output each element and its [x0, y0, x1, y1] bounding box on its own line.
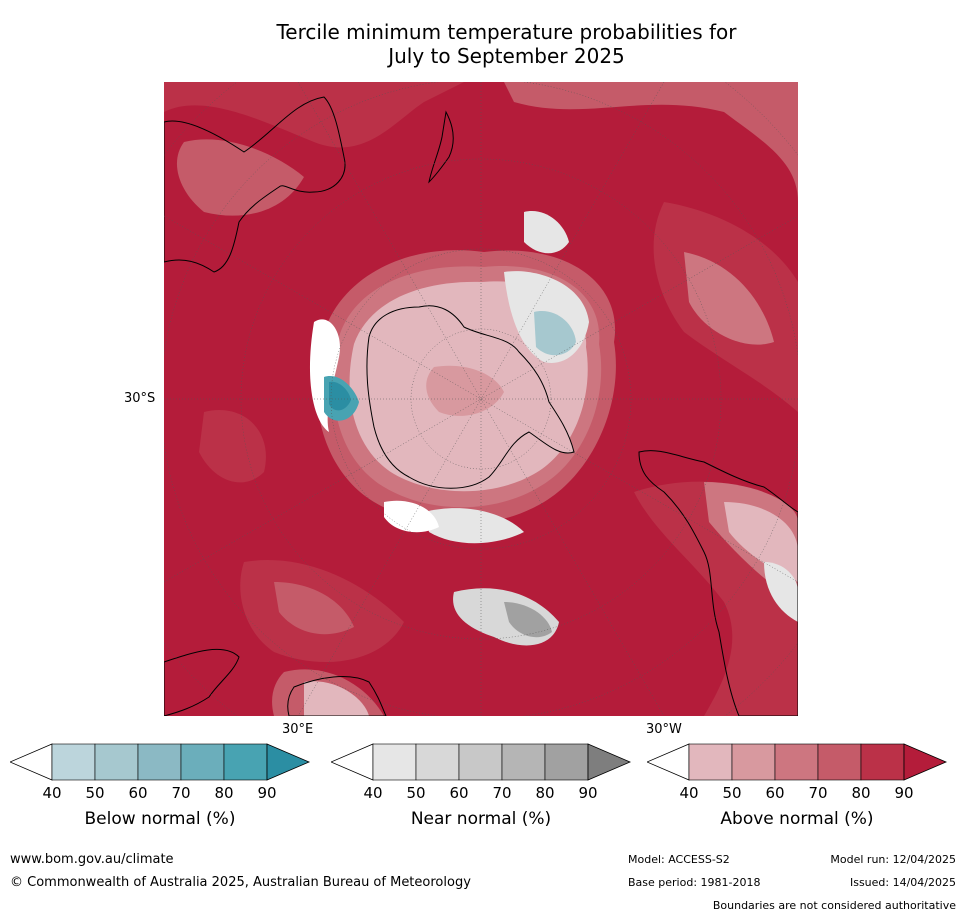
colorbar-segment — [415, 743, 460, 781]
colorbar-tick-label: 40 — [679, 784, 699, 802]
probability-map — [164, 82, 798, 716]
legend-title: Below normal (%) — [84, 809, 236, 829]
colorbar-tick-label: 40 — [363, 784, 383, 802]
colorbar-segment — [180, 743, 225, 781]
colorbar-extend-high — [587, 743, 632, 781]
colorbar-tick-label: 60 — [449, 784, 469, 802]
copyright-text: © Commonwealth of Australia 2025, Austra… — [10, 875, 471, 890]
legend-near-normal: 40 50 60 70 80 90 Near normal (%) — [331, 742, 651, 842]
colorbar-segment — [501, 743, 546, 781]
colorbar-tick-label: 80 — [535, 784, 555, 802]
latitude-label: 30°S — [124, 391, 156, 406]
boundary-disclaimer: Boundaries are not considered authoritat… — [712, 899, 956, 912]
colorbar-tick-label: 50 — [722, 784, 742, 802]
colorbar-segment — [372, 743, 417, 781]
colorbar — [331, 743, 632, 781]
map-title: Tercile minimum temperature probabilitie… — [0, 20, 965, 68]
colorbar — [647, 743, 948, 781]
africa-outline — [164, 648, 240, 716]
colorbar-tick-label: 70 — [492, 784, 512, 802]
colorbar-segment — [223, 743, 268, 781]
legend-title: Near normal (%) — [410, 809, 552, 829]
colorbar-extend-low — [10, 743, 53, 781]
longitude-west-label: 30°W — [646, 722, 682, 737]
colorbar-extend-low — [647, 743, 690, 781]
colorbar-tick-label: 60 — [765, 784, 785, 802]
colorbar-extend-high — [266, 743, 311, 781]
model-name: Model: ACCESS-S2 — [628, 853, 730, 866]
colorbar-segment — [774, 743, 819, 781]
colorbar-tick-label: 50 — [85, 784, 105, 802]
colorbar-segment — [544, 743, 589, 781]
south-america-outline — [638, 450, 798, 716]
new-zealand-outline — [428, 110, 454, 184]
colorbar-extend-low — [331, 743, 374, 781]
colorbar-segment — [817, 743, 862, 781]
title-line-1: Tercile minimum temperature probabilitie… — [276, 20, 737, 44]
legend-below-normal: 40 50 60 70 80 90 Below normal (%) — [10, 742, 330, 842]
colorbar-tick-label: 90 — [257, 784, 277, 802]
graticule — [164, 82, 798, 716]
australia-outline — [164, 96, 346, 273]
colorbar-segment — [137, 743, 182, 781]
colorbar-tick-label: 80 — [214, 784, 234, 802]
colorbar-segment — [94, 743, 139, 781]
colorbar-tick-label: 50 — [406, 784, 426, 802]
legend-title: Above normal (%) — [720, 809, 874, 829]
map-canvas — [164, 82, 798, 716]
madagascar-africa-outline — [287, 676, 387, 716]
issued-date: Issued: 14/04/2025 — [849, 876, 956, 889]
model-run-date: Model run: 12/04/2025 — [830, 853, 956, 866]
colorbar-tick-label: 70 — [808, 784, 828, 802]
site-url: www.bom.gov.au/climate — [10, 852, 174, 867]
colorbar-segment — [731, 743, 776, 781]
title-line-2: July to September 2025 — [388, 44, 625, 68]
colorbar-extend-high — [903, 743, 948, 781]
antarctica-interior — [426, 365, 504, 416]
colorbar-tick-label: 40 — [42, 784, 62, 802]
colorbar-tick-label: 80 — [851, 784, 871, 802]
colorbar-tick-label: 70 — [171, 784, 191, 802]
legend-above-normal: 40 50 60 70 80 90 Above normal (%) — [647, 742, 965, 842]
longitude-east-label: 30°E — [282, 722, 314, 737]
colorbar-tick-label: 90 — [894, 784, 914, 802]
base-period: Base period: 1981-2018 — [628, 876, 761, 889]
colorbar-tick-label: 60 — [128, 784, 148, 802]
colorbar-segment — [458, 743, 503, 781]
colorbar-segment — [51, 743, 96, 781]
colorbar-segment — [688, 743, 733, 781]
colorbar-segment — [860, 743, 905, 781]
colorbar-tick-label: 90 — [578, 784, 598, 802]
colorbar — [10, 743, 311, 781]
